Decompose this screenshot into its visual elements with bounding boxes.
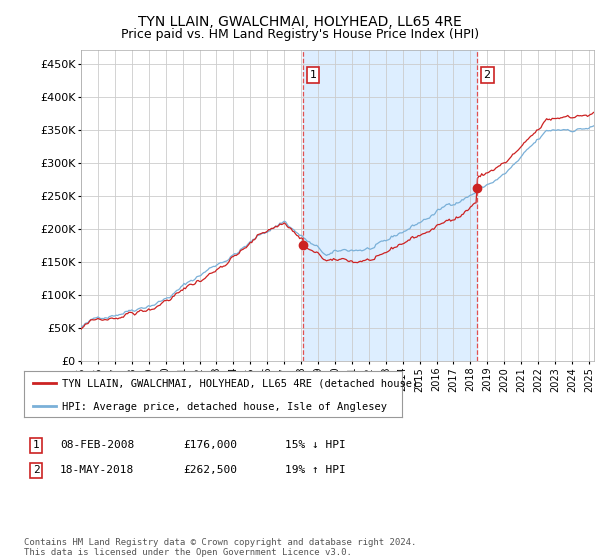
Text: Price paid vs. HM Land Registry's House Price Index (HPI): Price paid vs. HM Land Registry's House … — [121, 28, 479, 41]
Text: 2: 2 — [484, 70, 491, 80]
Text: 18-MAY-2018: 18-MAY-2018 — [60, 465, 134, 475]
Text: 08-FEB-2008: 08-FEB-2008 — [60, 440, 134, 450]
Text: £176,000: £176,000 — [183, 440, 237, 450]
Text: TYN LLAIN, GWALCHMAI, HOLYHEAD, LL65 4RE (detached house): TYN LLAIN, GWALCHMAI, HOLYHEAD, LL65 4RE… — [62, 379, 418, 389]
Text: 15% ↓ HPI: 15% ↓ HPI — [285, 440, 346, 450]
Bar — [303, 50, 477, 361]
Text: £262,500: £262,500 — [183, 465, 237, 475]
Text: 1: 1 — [310, 70, 317, 80]
Text: 2: 2 — [32, 465, 40, 475]
Text: Contains HM Land Registry data © Crown copyright and database right 2024.
This d: Contains HM Land Registry data © Crown c… — [24, 538, 416, 557]
Text: TYN LLAIN, GWALCHMAI, HOLYHEAD, LL65 4RE: TYN LLAIN, GWALCHMAI, HOLYHEAD, LL65 4RE — [138, 15, 462, 29]
Text: 1: 1 — [32, 440, 40, 450]
Text: 19% ↑ HPI: 19% ↑ HPI — [285, 465, 346, 475]
Text: HPI: Average price, detached house, Isle of Anglesey: HPI: Average price, detached house, Isle… — [62, 402, 387, 412]
